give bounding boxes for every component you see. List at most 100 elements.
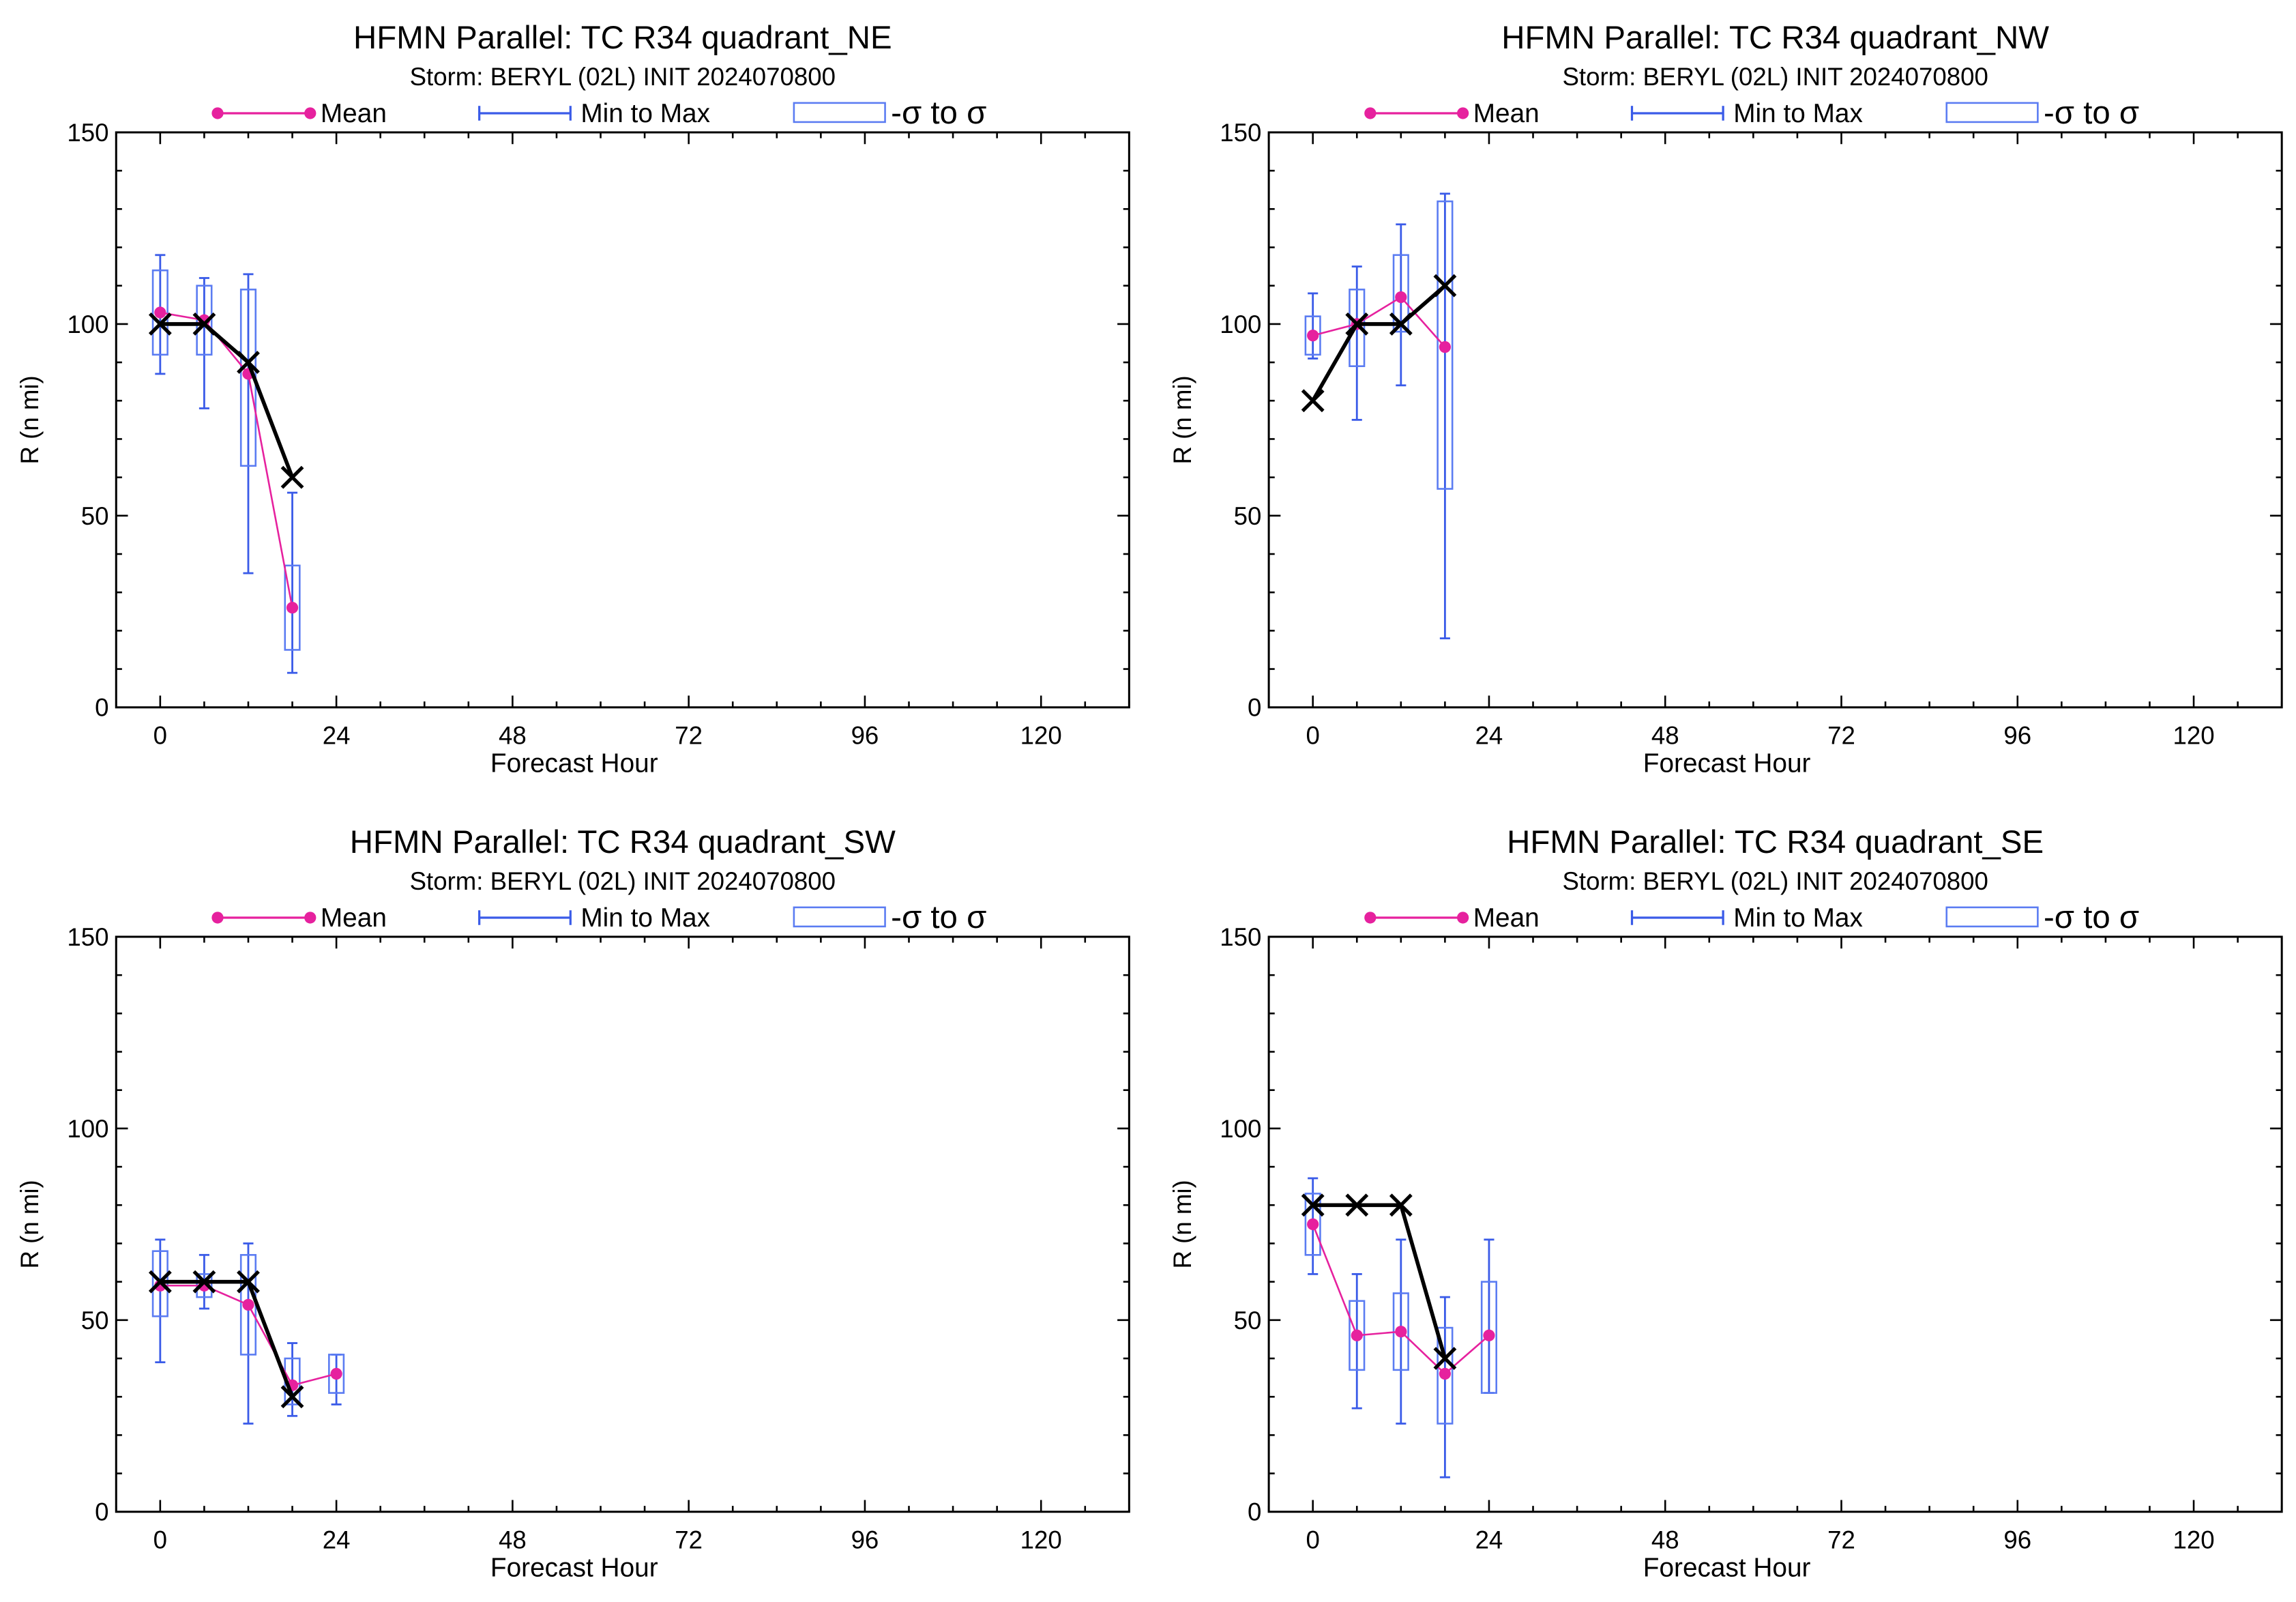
x-tick-label: 0 bbox=[1306, 722, 1319, 750]
panel-subtitle: Storm: BERYL (02L) INIT 2024070800 bbox=[410, 63, 836, 91]
legend: Mean Min to Max -σ to σ bbox=[211, 95, 986, 131]
y-tick-label: 50 bbox=[81, 502, 109, 530]
sigma-box bbox=[1437, 200, 1454, 490]
official-marker-stroke bbox=[237, 351, 260, 375]
y-tick-label: 0 bbox=[95, 694, 108, 722]
plot-marks bbox=[148, 254, 304, 674]
y-axis: 0 50 100 150 bbox=[1220, 923, 1261, 1526]
legend-mean-marker bbox=[211, 912, 224, 924]
official-marker bbox=[192, 312, 216, 336]
official-marker bbox=[148, 1270, 172, 1294]
y-tick-label: 100 bbox=[1220, 310, 1261, 338]
official-line bbox=[160, 322, 295, 478]
legend-sigma-box bbox=[793, 102, 886, 123]
x-tick-label: 48 bbox=[499, 722, 527, 750]
official-marker-stroke bbox=[1301, 1193, 1325, 1217]
y-axis: 0 50 100 150 bbox=[67, 923, 108, 1526]
y-tick-label: 0 bbox=[95, 1498, 108, 1526]
x-tick-label: 0 bbox=[153, 722, 167, 750]
panel-title: HFMN Parallel: TC R34 quadrant_SE bbox=[1507, 824, 2044, 860]
legend-sigma-label: -σ to σ bbox=[2044, 899, 2139, 935]
official-marker-stroke bbox=[148, 312, 172, 336]
mean-line bbox=[160, 311, 293, 608]
mean-point bbox=[1439, 340, 1452, 353]
x-tick-label: 72 bbox=[675, 1526, 703, 1554]
official-marker bbox=[1433, 1347, 1457, 1370]
official-marker-stroke bbox=[280, 1385, 304, 1409]
legend-mean-marker bbox=[1364, 107, 1377, 119]
mean-point bbox=[1307, 330, 1319, 342]
y-axis: 0 50 100 150 bbox=[1220, 119, 1261, 722]
legend: Mean Min to Max -σ to σ bbox=[211, 899, 986, 935]
x-axis: 0 24 48 72 96 120 bbox=[1306, 1526, 2214, 1554]
plot-frame bbox=[1267, 935, 2283, 1513]
sigma-box bbox=[1392, 254, 1409, 333]
x-tick-label: 48 bbox=[1651, 722, 1679, 750]
axis-ticks bbox=[1267, 131, 2283, 709]
y-axis-label: R (n mi) bbox=[16, 375, 44, 464]
x-tick-label: 0 bbox=[1306, 1526, 1319, 1554]
legend-mean-marker bbox=[304, 107, 317, 119]
y-axis: 0 50 100 150 bbox=[67, 119, 108, 722]
y-tick-label: 50 bbox=[1234, 502, 1262, 530]
plot-marks bbox=[1301, 192, 1457, 640]
official-marker-stroke bbox=[148, 1270, 172, 1294]
official-marker bbox=[1389, 1193, 1413, 1217]
axis-ticks bbox=[115, 935, 1130, 1513]
x-tick-label: 24 bbox=[323, 1526, 351, 1554]
official-marker-stroke bbox=[1433, 274, 1457, 297]
official-marker-stroke bbox=[192, 312, 216, 336]
x-tick-label: 0 bbox=[153, 1526, 167, 1554]
y-axis-label: R (n mi) bbox=[16, 1180, 44, 1268]
mean-point bbox=[286, 602, 299, 614]
y-tick-label: 50 bbox=[1234, 1307, 1262, 1335]
x-tick-label: 120 bbox=[2173, 722, 2214, 750]
legend-mean-label: Mean bbox=[1473, 903, 1540, 933]
x-tick-label: 96 bbox=[851, 722, 879, 750]
sigma-box bbox=[151, 269, 168, 356]
official-marker bbox=[1389, 312, 1413, 336]
legend-sigma-label: -σ to σ bbox=[891, 899, 986, 935]
panel-title: HFMN Parallel: TC R34 quadrant_SW bbox=[350, 824, 896, 860]
x-tick-label: 72 bbox=[675, 722, 703, 750]
official-marker-stroke bbox=[192, 1270, 216, 1294]
official-marker bbox=[1433, 274, 1457, 297]
legend-sigma-box bbox=[1945, 102, 2039, 123]
y-tick-label: 150 bbox=[67, 923, 108, 951]
x-tick-label: 72 bbox=[1827, 1526, 1855, 1554]
x-axis: 0 24 48 72 96 120 bbox=[153, 1526, 1062, 1554]
x-tick-label: 24 bbox=[1475, 1526, 1503, 1554]
official-marker bbox=[148, 312, 172, 336]
y-tick-label: 0 bbox=[1248, 694, 1261, 722]
sigma-box bbox=[151, 1250, 168, 1317]
mean-point bbox=[242, 1298, 254, 1311]
plot-frame bbox=[115, 935, 1130, 1513]
legend-range-label: Min to Max bbox=[580, 903, 710, 933]
legend-mean-marker bbox=[1364, 912, 1377, 924]
panel-subtitle: Storm: BERYL (02L) INIT 2024070800 bbox=[410, 867, 836, 895]
x-axis-label: Forecast Hour bbox=[490, 749, 658, 778]
official-marker-stroke bbox=[1433, 1347, 1457, 1370]
plot-marks bbox=[148, 1238, 345, 1425]
sigma-box bbox=[1349, 289, 1366, 368]
x-tick-label: 48 bbox=[499, 1526, 527, 1554]
panel-subtitle: Storm: BERYL (02L) INIT 2024070800 bbox=[1562, 63, 1988, 91]
legend-sigma-label: -σ to σ bbox=[2044, 95, 2139, 131]
panel-subtitle: Storm: BERYL (02L) INIT 2024070800 bbox=[1562, 867, 1988, 895]
x-axis-label: Forecast Hour bbox=[490, 1554, 658, 1583]
legend-sigma-label: -σ to σ bbox=[891, 95, 986, 131]
mean-point bbox=[1395, 1326, 1407, 1338]
legend-mean-label: Mean bbox=[1473, 99, 1540, 128]
legend-mean-marker bbox=[1457, 912, 1469, 924]
official-line bbox=[1311, 284, 1447, 402]
legend-mean-marker bbox=[1457, 107, 1469, 119]
x-tick-label: 96 bbox=[851, 1526, 879, 1554]
mean-point bbox=[1395, 291, 1407, 304]
sigma-box bbox=[196, 285, 213, 356]
x-axis-label: Forecast Hour bbox=[1643, 1554, 1811, 1583]
panel-sw: HFMN Parallel: TC R34 quadrant_SW Storm:… bbox=[16, 824, 1130, 1583]
sigma-box bbox=[1304, 315, 1321, 356]
legend-mean-label: Mean bbox=[321, 99, 387, 128]
panel-ne: HFMN Parallel: TC R34 quadrant_NE Storm:… bbox=[16, 20, 1130, 778]
official-marker-stroke bbox=[280, 465, 304, 489]
